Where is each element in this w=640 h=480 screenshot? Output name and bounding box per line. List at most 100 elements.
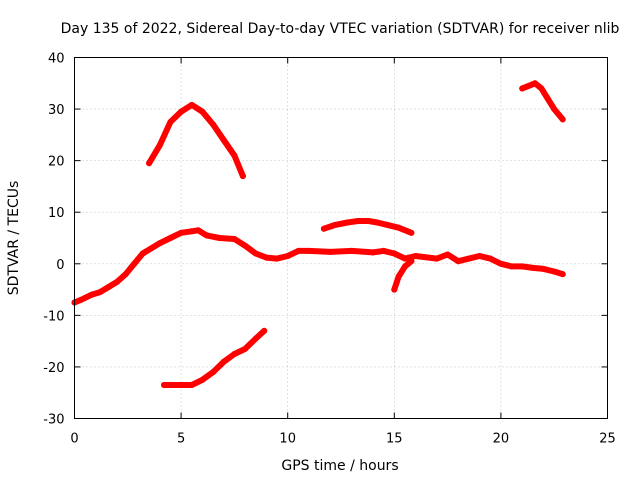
data-point xyxy=(508,263,515,270)
data-point xyxy=(274,255,281,262)
data-point xyxy=(519,263,526,270)
x-axis-label: GPS time / hours xyxy=(281,458,398,474)
data-point xyxy=(188,101,195,108)
data-point xyxy=(156,240,163,247)
data-point xyxy=(139,250,146,257)
data-point xyxy=(401,255,408,262)
data-point xyxy=(261,327,268,334)
data-point xyxy=(88,291,95,298)
data-point xyxy=(178,229,185,236)
data-point xyxy=(487,255,494,262)
data-point xyxy=(167,235,174,241)
data-point xyxy=(433,255,440,262)
data-point xyxy=(369,249,376,256)
y-tick-label: -10 xyxy=(43,309,64,324)
data-point xyxy=(327,248,334,255)
data-point xyxy=(540,265,547,272)
data-point xyxy=(195,227,202,234)
chart-title: Day 135 of 2022, Sidereal Day-to-day VTE… xyxy=(61,21,620,37)
tick-labels: 0 5 10 15 20 25 -30 -20 -10 0 10 20 30 40 xyxy=(43,52,616,447)
series-line xyxy=(391,258,415,293)
data-point xyxy=(114,278,121,285)
data-point xyxy=(203,232,210,239)
y-tick-label: 0 xyxy=(56,258,64,273)
data-point xyxy=(320,225,327,232)
y-tick-label: 30 xyxy=(48,103,65,118)
data-point xyxy=(167,118,174,125)
data-point xyxy=(146,160,153,167)
data-point xyxy=(242,345,249,352)
x-tick-label: 10 xyxy=(279,432,296,447)
y-tick-label: 10 xyxy=(48,206,65,221)
axis-ticks xyxy=(74,57,608,419)
data-point xyxy=(105,283,112,290)
data-point xyxy=(408,258,415,265)
data-point xyxy=(529,264,536,271)
data-point xyxy=(519,85,526,92)
data-point xyxy=(412,253,419,260)
x-tick-label: 5 xyxy=(177,432,185,447)
data-point xyxy=(161,381,168,388)
data-point xyxy=(365,217,372,224)
y-tick-label: -20 xyxy=(43,361,64,376)
data-point xyxy=(355,217,362,224)
data-point xyxy=(559,116,566,123)
data-point xyxy=(306,247,313,254)
data-point xyxy=(131,260,138,267)
data-point xyxy=(331,222,338,229)
data-point xyxy=(295,247,302,254)
data-point xyxy=(210,369,217,376)
data-point xyxy=(231,236,238,243)
data-point xyxy=(220,358,227,365)
data-point xyxy=(344,219,351,226)
data-point xyxy=(525,82,532,89)
data-point xyxy=(401,263,408,270)
data-point xyxy=(199,108,206,115)
data-point xyxy=(551,268,558,275)
data-point xyxy=(148,245,155,252)
x-tick-label: 25 xyxy=(599,432,616,447)
data-point xyxy=(242,242,249,249)
data-point xyxy=(380,247,387,254)
data-point xyxy=(408,229,415,236)
data-point xyxy=(122,271,129,278)
series-line xyxy=(161,327,268,388)
data-point xyxy=(199,376,206,383)
data-point xyxy=(348,247,355,254)
data-point xyxy=(444,251,451,258)
data-point xyxy=(559,271,566,278)
data-point xyxy=(252,335,259,342)
data-point xyxy=(231,152,238,159)
grid xyxy=(74,57,608,419)
data-point xyxy=(538,85,545,92)
series-line xyxy=(146,101,246,180)
data-point xyxy=(455,258,462,265)
data-point xyxy=(77,296,84,303)
data-point xyxy=(391,250,398,257)
y-tick-label: 20 xyxy=(48,155,65,170)
data-point xyxy=(384,222,391,229)
data-point xyxy=(252,250,259,257)
data-point xyxy=(216,235,223,241)
data-point xyxy=(395,273,402,280)
y-axis-label: SDTVAR / TECUs xyxy=(6,181,22,296)
x-tick-label: 15 xyxy=(386,432,403,447)
series-line xyxy=(71,227,566,306)
x-tick-label: 20 xyxy=(493,432,510,447)
data-series xyxy=(71,80,566,388)
data-point xyxy=(551,106,558,113)
data-point xyxy=(188,228,195,235)
data-point xyxy=(395,224,402,231)
x-tick-label: 0 xyxy=(70,432,78,447)
data-point xyxy=(97,289,104,296)
data-point xyxy=(239,173,246,180)
data-point xyxy=(374,219,381,226)
data-point xyxy=(497,260,504,267)
plot-frame xyxy=(74,57,608,419)
data-point xyxy=(220,137,227,144)
data-point xyxy=(178,108,185,115)
y-tick-label: -30 xyxy=(43,413,64,428)
data-point xyxy=(476,253,483,260)
data-point xyxy=(391,286,398,293)
